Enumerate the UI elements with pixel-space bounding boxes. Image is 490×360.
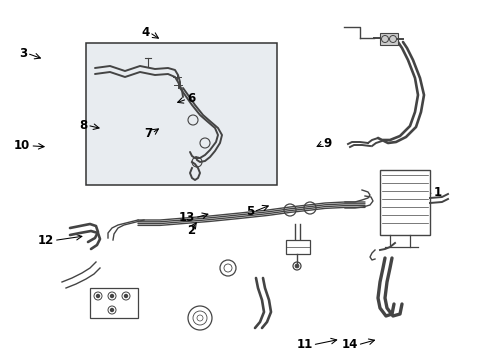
Text: 8: 8 xyxy=(79,119,87,132)
Text: 9: 9 xyxy=(323,137,332,150)
Text: 12: 12 xyxy=(38,234,54,247)
Text: 7: 7 xyxy=(144,127,152,140)
Circle shape xyxy=(111,309,114,311)
Circle shape xyxy=(97,294,99,297)
Bar xyxy=(380,33,398,45)
Bar xyxy=(380,170,430,235)
Text: 11: 11 xyxy=(296,338,313,351)
Text: 3: 3 xyxy=(19,47,27,60)
Bar xyxy=(90,288,138,318)
Bar xyxy=(86,43,277,185)
Text: 1: 1 xyxy=(434,186,442,199)
Text: 5: 5 xyxy=(245,205,254,218)
Bar xyxy=(286,240,310,254)
Text: 4: 4 xyxy=(141,26,149,39)
Circle shape xyxy=(111,294,114,297)
Text: 6: 6 xyxy=(187,93,196,105)
Text: 2: 2 xyxy=(187,224,195,237)
Text: 13: 13 xyxy=(179,211,195,224)
Circle shape xyxy=(124,294,127,297)
Text: 10: 10 xyxy=(14,139,30,152)
Circle shape xyxy=(295,264,299,268)
Text: 14: 14 xyxy=(342,338,358,351)
